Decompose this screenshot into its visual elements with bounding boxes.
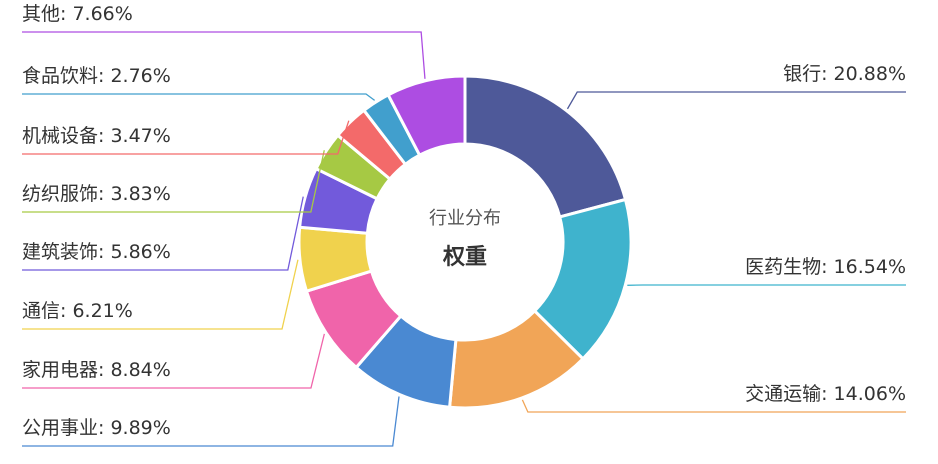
center-title: 行业分布 — [429, 208, 501, 229]
label-公用事业: 公用事业: 9.89% — [22, 417, 171, 439]
leader-line-其他 — [22, 31, 426, 79]
label-医药生物: 医药生物: 16.54% — [745, 256, 906, 278]
label-建筑装饰: 建筑装饰: 5.86% — [22, 241, 171, 263]
label-机械设备: 机械设备: 3.47% — [22, 125, 171, 147]
leader-line-家用电器 — [22, 333, 325, 389]
leader-line-食品饮料 — [22, 93, 376, 101]
label-家用电器: 家用电器: 8.84% — [22, 359, 171, 381]
leader-line-交通运输 — [521, 399, 906, 413]
leader-line-银行 — [566, 91, 906, 110]
label-交通运输: 交通运输: 14.06% — [745, 383, 906, 405]
leader-line-通信 — [22, 259, 299, 330]
slice-银行[interactable] — [463, 74, 627, 219]
leader-line-机械设备 — [22, 120, 350, 155]
label-银行: 银行: 20.88% — [783, 63, 906, 85]
label-其他: 其他: 7.66% — [22, 3, 133, 25]
slice-labels: 银行: 20.88% 医药生物: 16.54% 交通运输: 14.06% 公用事业: … — [22, 3, 906, 439]
label-纺织服饰: 纺织服饰: 3.83% — [22, 183, 171, 205]
donut-slices — [297, 74, 633, 410]
slice-其他[interactable] — [386, 74, 467, 157]
leader-line-公用事业 — [22, 396, 400, 447]
label-食品饮料: 食品饮料: 2.76% — [22, 65, 171, 87]
leader-line-纺织服饰 — [22, 150, 325, 213]
label-通信: 通信: 6.21% — [22, 300, 133, 322]
leader-line-建筑装饰 — [22, 196, 304, 271]
center-subtitle: 权重 — [442, 244, 487, 270]
leader-lines — [22, 31, 906, 447]
